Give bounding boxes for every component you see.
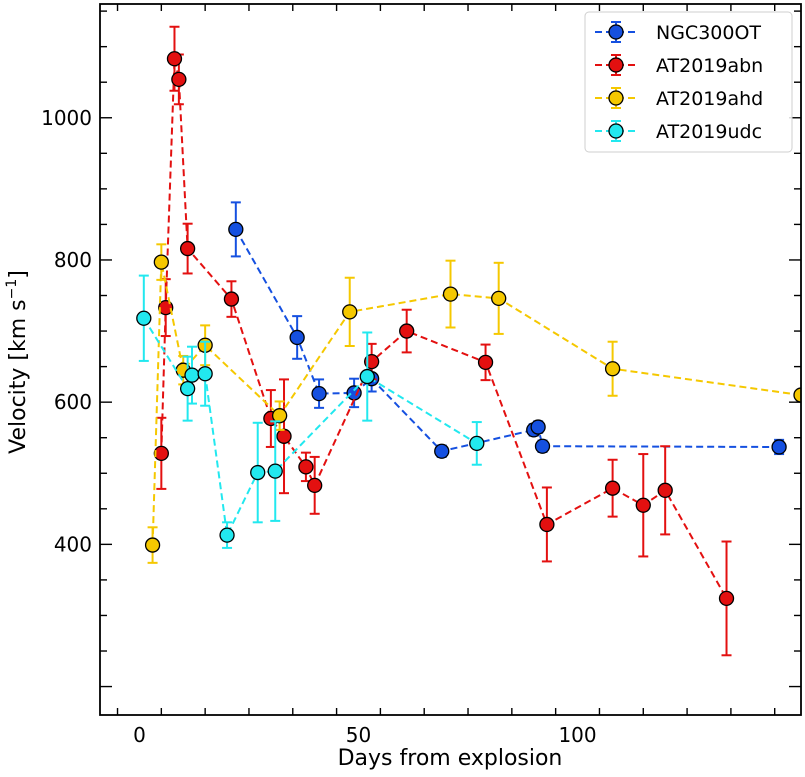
- legend-marker: [608, 24, 624, 40]
- y-axis-label: Velocity [km s−1]: [4, 270, 31, 454]
- data-point: [179, 240, 196, 257]
- axes-layer: 0 50 100 400 600 800 1000: [41, 3, 802, 747]
- y-tick-label: 400: [54, 532, 92, 556]
- series-at2019udc: [136, 274, 485, 549]
- legend-marker: [608, 90, 624, 106]
- data-point: [311, 385, 327, 402]
- data-point: [469, 435, 485, 452]
- y-tick-label: 800: [54, 248, 92, 272]
- data-point: [793, 387, 801, 403]
- x-tick-label: 50: [346, 723, 371, 747]
- y-axis-label-exponent: −1: [4, 279, 20, 300]
- legend-label: AT2019abn: [656, 55, 763, 77]
- data-point: [307, 477, 323, 493]
- legend-entry: NGC300OT: [595, 21, 761, 44]
- data-point: [153, 254, 169, 270]
- data-point: [604, 480, 621, 496]
- legend-entry: AT2019ahd: [595, 87, 763, 110]
- legend-marker: [608, 57, 624, 73]
- series-at2019ahd: [144, 243, 801, 564]
- data-point: [250, 464, 266, 481]
- data-point: [534, 438, 551, 454]
- data-point: [399, 323, 415, 339]
- data-point: [267, 463, 283, 479]
- data-point: [604, 361, 621, 377]
- legend-label: AT2019ahd: [656, 88, 763, 110]
- data-point: [442, 286, 459, 302]
- data-point: [289, 329, 305, 346]
- data-point: [635, 497, 651, 513]
- data-point: [228, 221, 244, 238]
- data-point: [136, 310, 152, 326]
- data-point: [657, 482, 673, 498]
- series-at2019abn: [153, 25, 735, 657]
- data-point: [434, 443, 450, 459]
- legend-label: NGC300OT: [656, 22, 761, 44]
- data-point: [153, 445, 169, 462]
- legend-entry: AT2019udc: [595, 120, 762, 143]
- data-point: [346, 385, 362, 401]
- x-axis-label: Days from explosion: [338, 746, 563, 771]
- data-point: [359, 368, 375, 385]
- data-point: [276, 428, 292, 444]
- series-line-ngc300ot: [234, 228, 780, 453]
- data-point: [342, 304, 358, 320]
- y-tick-label: 600: [54, 390, 92, 414]
- legend-entry: AT2019abn: [595, 54, 763, 77]
- series-ngc300ot: [228, 201, 787, 459]
- data-point: [179, 381, 196, 397]
- data-point: [298, 459, 314, 475]
- data-point: [477, 354, 494, 370]
- plot-frame: [99, 3, 802, 716]
- data-point: [219, 527, 235, 543]
- labels-layer: Days from explosion Velocity [km s−1]: [4, 270, 562, 771]
- x-tick-label: 100: [558, 723, 596, 747]
- data-point: [271, 408, 288, 424]
- series-layer: [136, 25, 801, 657]
- y-tick-label: 1000: [41, 106, 92, 130]
- series-line-at2019ahd: [151, 261, 801, 546]
- y-axis-label-main: Velocity [km s: [6, 299, 31, 454]
- y-axis-label-close: ]: [6, 270, 31, 279]
- legend: NGC300OT AT2019abn AT2019ahd AT2019udc: [584, 11, 793, 153]
- data-point: [184, 367, 200, 383]
- data-point: [491, 290, 507, 307]
- data-point: [223, 291, 240, 307]
- data-point: [171, 71, 187, 88]
- data-point: [166, 51, 183, 67]
- data-point: [144, 537, 161, 553]
- x-tick-label: 0: [133, 723, 146, 747]
- legend-marker: [608, 123, 624, 139]
- data-point: [539, 516, 555, 533]
- data-point: [530, 419, 546, 435]
- data-point: [771, 439, 787, 455]
- series-line-at2019udc: [142, 317, 478, 539]
- data-point: [197, 366, 213, 382]
- legend-box: [584, 11, 793, 153]
- legend-label: AT2019udc: [656, 121, 762, 143]
- data-point: [718, 590, 735, 607]
